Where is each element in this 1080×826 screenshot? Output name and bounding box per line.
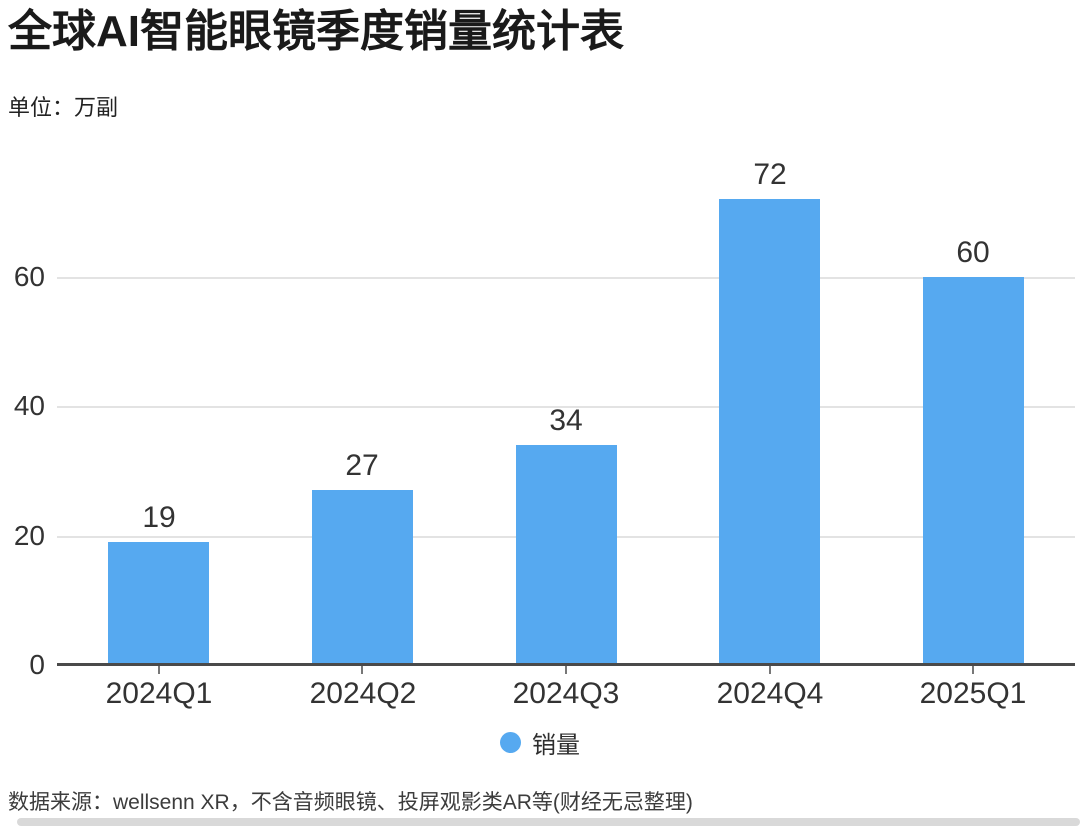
- x-axis-tick: [972, 666, 974, 674]
- x-axis-tick-label: 2024Q2: [309, 677, 417, 710]
- x-axis-tick: [158, 666, 160, 674]
- legend: 销量: [0, 727, 1080, 759]
- x-axis-tick: [565, 666, 567, 674]
- legend-series-dot-icon: [500, 731, 521, 753]
- y-axis-tick-label: 60: [13, 261, 45, 292]
- x-axis-tick-label: 2024Q3: [512, 677, 620, 710]
- bar: [108, 542, 209, 663]
- gridline: [57, 406, 1075, 408]
- bar-value-label: 34: [549, 404, 583, 437]
- bar-value-label: 72: [753, 158, 787, 191]
- source-note: 数据来源：wellsenn XR，不含音频眼镜、投屏观影类AR等(财经无忌整理): [8, 791, 693, 814]
- bar-value-label: 19: [142, 501, 176, 534]
- gridline: [57, 277, 1075, 279]
- bar-value-label: 27: [345, 449, 379, 482]
- x-axis-tick: [361, 666, 363, 674]
- y-axis-tick-label: 20: [13, 520, 45, 551]
- bar: [923, 277, 1024, 663]
- x-axis-tick-label: 2025Q1: [919, 677, 1027, 710]
- unit-label: 单位：万副: [8, 95, 119, 120]
- x-axis-tick-label: 2024Q4: [716, 677, 824, 710]
- x-axis-tick-label: 2024Q1: [105, 677, 213, 710]
- bar: [312, 490, 413, 663]
- bar: [516, 445, 617, 663]
- y-axis-tick-label: 40: [13, 390, 45, 421]
- x-axis-line: [57, 663, 1075, 666]
- bottom-scrollbar[interactable]: [17, 818, 1080, 826]
- x-axis-tick: [769, 666, 771, 674]
- bar: [719, 199, 820, 663]
- y-axis-tick-label: 0: [29, 649, 45, 680]
- chart-title: 全球AI智能眼镜季度销量统计表: [8, 7, 624, 56]
- legend-series-label: 销量: [532, 731, 580, 759]
- bar-value-label: 60: [956, 236, 990, 269]
